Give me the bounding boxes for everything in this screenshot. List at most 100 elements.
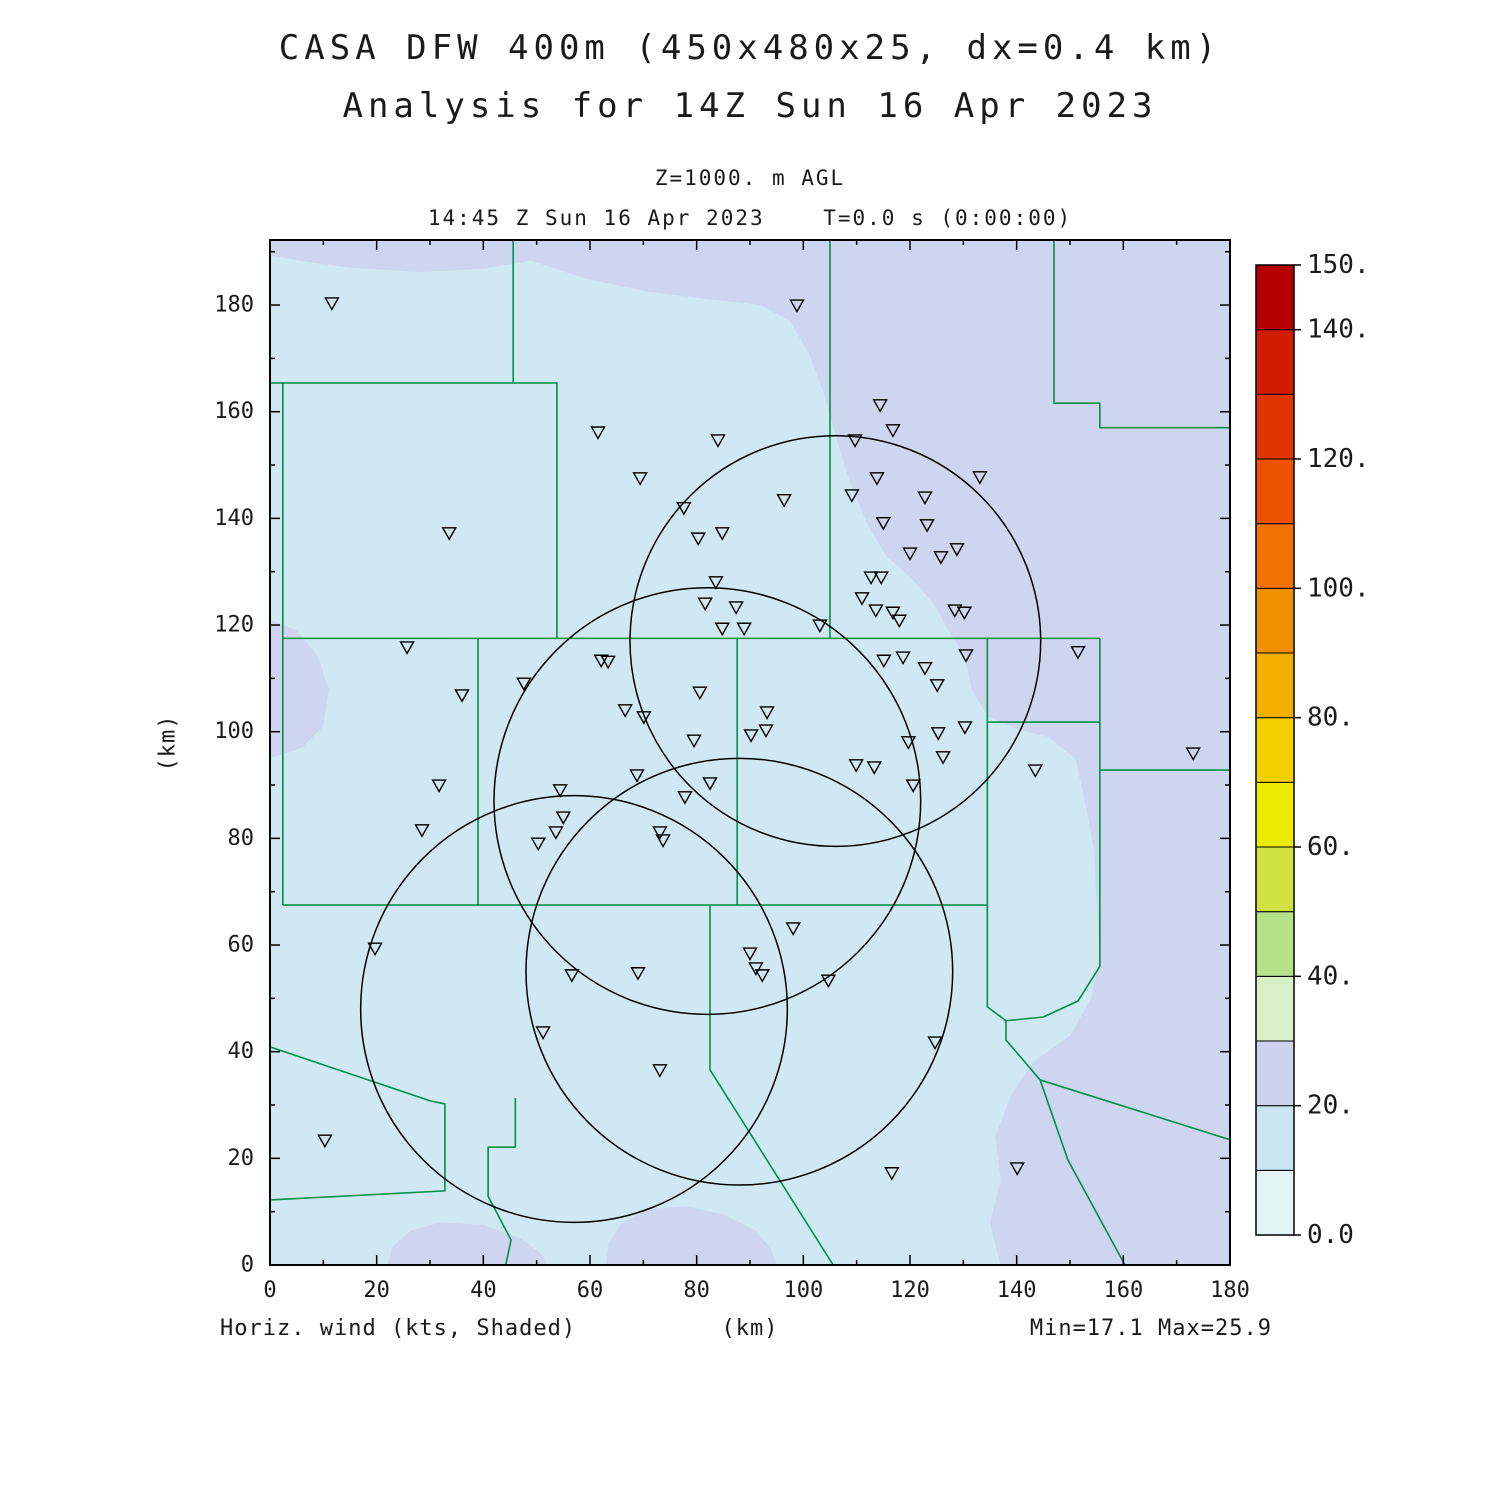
y-axis-unit-label: (km) [155,714,181,772]
axes: 0 20 40 60 80 100 120 140 160 180 0 20 40 60 80 100 120 1… [214,240,1250,1303]
county-boundary [709,905,834,1265]
station-marker [848,759,864,773]
station-marker [875,516,892,531]
station-marker [324,297,340,311]
station-marker [927,1036,943,1051]
colorbar-segment [1255,846,1295,913]
station-marker [902,547,918,561]
station-marker [742,947,758,961]
colorbar-segment [1255,1169,1295,1236]
colorbar-tick-label: 0.0 [1307,1220,1354,1250]
x-tick-label: 60 [577,1278,604,1303]
station-marker [891,614,908,629]
station-marker [555,811,572,825]
station-marker [758,724,774,739]
station-marker [885,606,901,621]
county-boundary [986,905,1230,1141]
x-tick-label: 20 [363,1278,390,1303]
station-marker [652,826,668,840]
colorbar-tick-label: 20. [1307,1091,1354,1121]
county-boundary [270,1046,446,1201]
station-marker [1009,1162,1025,1176]
station-marker [759,706,775,720]
colorbar-segment [1255,652,1295,719]
station-marker [743,729,759,743]
station-marker [1070,646,1086,660]
station-marker [935,751,951,765]
colorbar-tick-label: 140. [1307,315,1370,345]
colorbar-tick-label: 150. [1307,250,1370,280]
station-marker [552,784,568,798]
x-tick-label: 120 [890,1278,930,1303]
colorbar-segment [1255,717,1295,783]
station-marker [900,736,917,750]
x-tick-label: 180 [1210,1278,1250,1303]
colorbar-segment [1255,458,1295,525]
county-boundary [1005,770,1101,1022]
colorbar-segment [1255,975,1295,1042]
station-marker [748,962,764,976]
main-title-line2: Analysis for 14Z Sun 16 Apr 2023 [342,86,1158,126]
station-marker [956,606,973,621]
station-marker [535,1026,551,1040]
station-marker [1185,747,1201,761]
station-marker [754,969,770,983]
station-marker [863,571,879,585]
y-tick-label: 40 [228,1039,255,1064]
station-marker [710,434,726,448]
station-marker [530,837,546,852]
station-marker [868,604,884,619]
station-marker [632,472,648,486]
station-marker [776,494,792,508]
station-marker [884,1167,900,1181]
station-marker [949,543,965,557]
station-marker [847,434,863,448]
county-boundary [1053,240,1230,429]
station-marker [947,604,963,619]
station-marker [690,532,706,547]
colorbar-segment [1255,329,1295,395]
station-marker [872,399,888,413]
colorbar-segment [1255,264,1295,331]
y-tick-label: 120 [214,613,254,638]
colorbar-tick-label: 100. [1307,573,1370,603]
station-marker [655,834,671,848]
station-marker [895,651,911,665]
station-marker [869,472,885,486]
x-tick-label: 0 [263,1278,276,1303]
station-marker [736,622,752,637]
station-marker [441,527,457,541]
station-marker [516,677,532,692]
station-marker [820,974,837,989]
county-boundary [487,1098,517,1265]
level-label: Z=1000. m AGL [654,166,846,190]
station-marker [677,791,693,805]
station-marker [629,769,645,783]
y-tick-label: 60 [228,933,255,958]
station-marker [697,597,713,612]
y-tick-label: 180 [214,293,254,318]
station-marker [917,491,933,505]
colorbar-frame [1255,264,1295,1236]
y-tick-label: 100 [214,719,254,744]
x-tick-label: 100 [783,1278,823,1303]
station-marker [686,734,702,749]
wind-shading-patch [270,240,1230,1265]
station-marker [876,654,892,669]
y-tick-label: 80 [228,826,255,851]
station-marker [812,619,828,633]
station-marker [676,502,692,516]
map-area [270,240,1230,1265]
station-marker [714,622,730,637]
colorbar-tick-label: 60. [1307,832,1354,862]
station-marker [789,299,805,313]
station-marker [431,779,447,793]
y-tick-label: 0 [241,1253,254,1278]
station-marker [636,711,652,725]
x-tick-label: 40 [470,1278,497,1303]
station-marker [785,922,801,936]
station-marker [399,641,415,655]
station-marker [617,704,633,718]
station-marker [590,426,606,440]
